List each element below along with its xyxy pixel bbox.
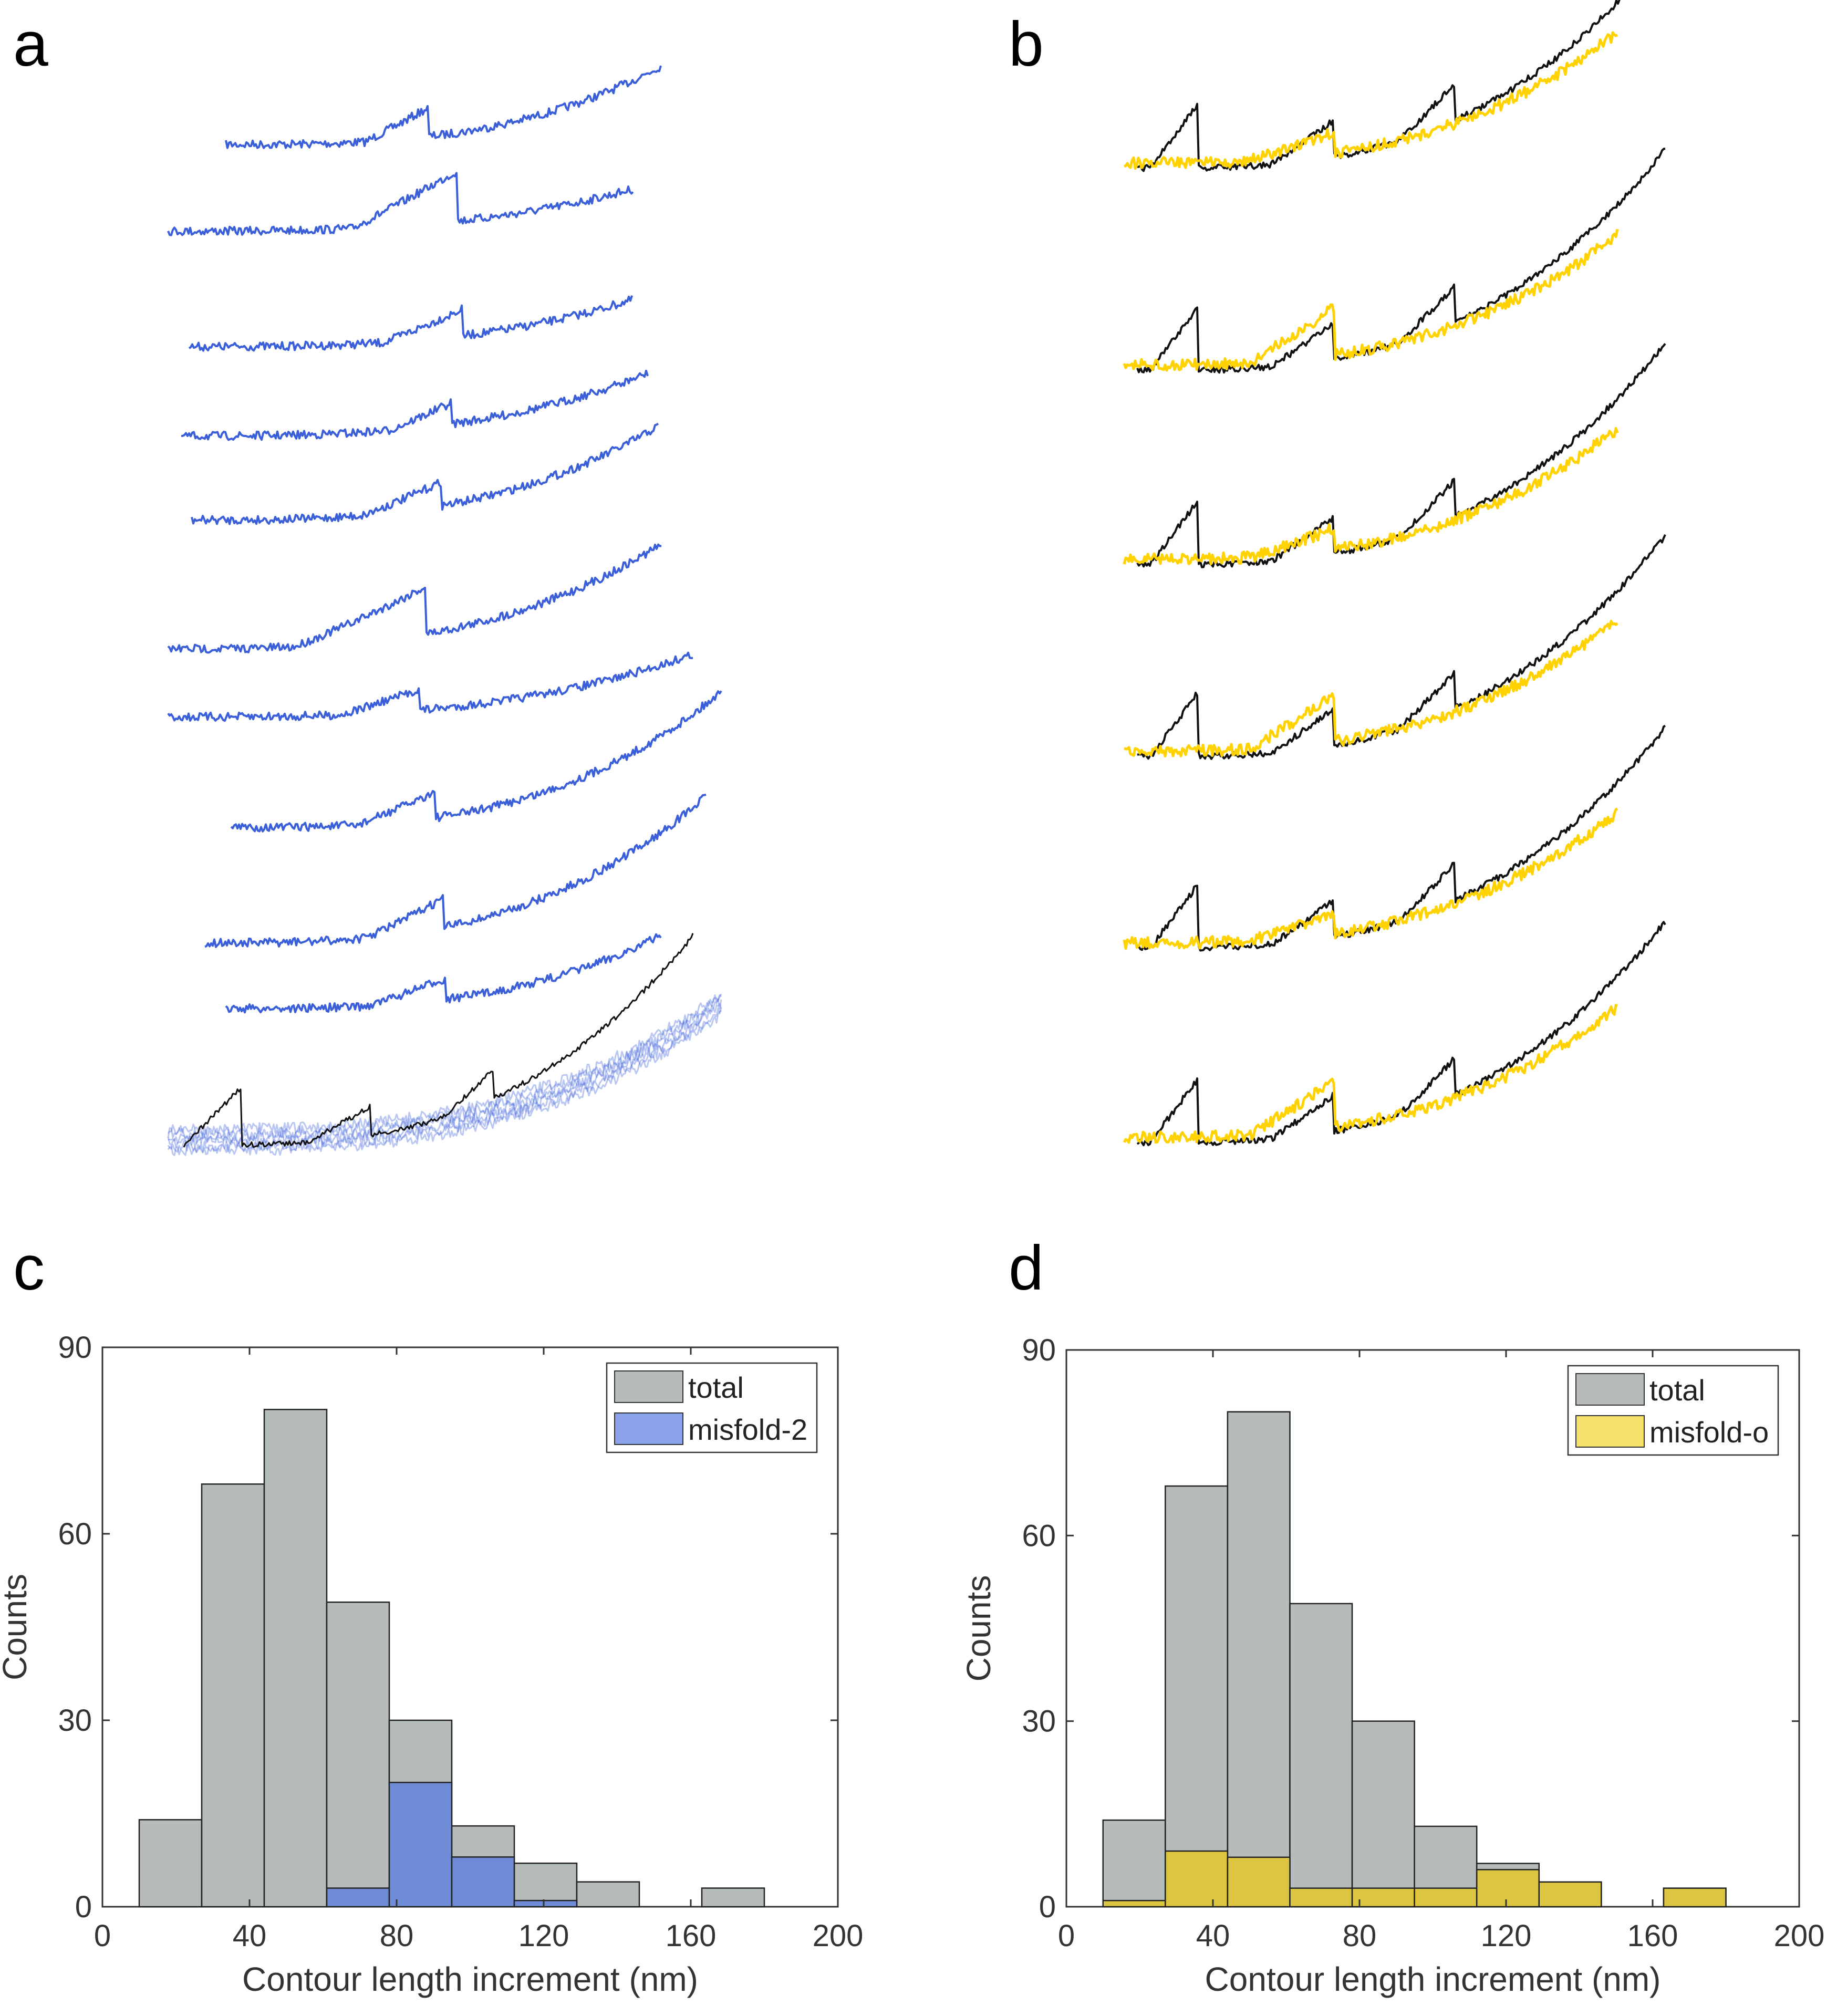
x-tick-label: 160: [1627, 1919, 1678, 1953]
legend-swatch-total: [1575, 1373, 1645, 1406]
blue-trace: [225, 933, 662, 1014]
legend-entry-total: total: [688, 1371, 744, 1404]
legend-swatch-misfold-o: [1575, 1415, 1645, 1448]
blue-trace: [181, 369, 649, 441]
legend: total misfold-o: [1567, 1365, 1779, 1456]
bar-misfold-o-95: [1414, 1887, 1478, 1908]
blue-trace: [191, 422, 659, 525]
x-tick-label: 160: [666, 1919, 717, 1953]
yellow-trace: [1123, 228, 1619, 372]
blue-trace: [167, 543, 661, 654]
bar-total-61: [1289, 1603, 1353, 1908]
yellow-trace: [1123, 1004, 1618, 1144]
bar-total-27: [201, 1483, 265, 1908]
black-trace: [183, 933, 694, 1148]
bar-total-163: [701, 1887, 765, 1908]
bar-total-78: [1351, 1720, 1415, 1908]
bar-misfold-o-27: [1165, 1850, 1229, 1908]
y-tick-label: 60: [1022, 1519, 1056, 1553]
bar-misfold-o-163: [1663, 1887, 1727, 1908]
y-axis-label: Counts: [960, 1575, 998, 1682]
blue-trace: [225, 65, 662, 149]
bar-total-61: [326, 1601, 390, 1908]
x-tick-label: 80: [1343, 1919, 1377, 1953]
blue-trace-overlay: [167, 1007, 722, 1153]
x-tick-label: 120: [1481, 1919, 1532, 1953]
blue-trace: [167, 651, 693, 722]
x-tick-label: 40: [1196, 1919, 1230, 1953]
yellow-trace: [1124, 31, 1618, 170]
bar-misfold-o-10: [1102, 1899, 1166, 1908]
bar-misfold-2-95: [451, 1856, 515, 1908]
y-tick-label: 0: [1039, 1890, 1056, 1924]
panel-a-traces: [167, 65, 722, 1156]
blue-trace: [188, 295, 633, 352]
x-tick-label: 120: [518, 1919, 569, 1953]
x-tick-label: 0: [94, 1919, 111, 1953]
black-trace: [1137, 0, 1621, 172]
x-axis-label: Contour length increment (nm): [1205, 1960, 1661, 1998]
blue-trace-overlay: [168, 998, 722, 1144]
y-tick-label: 60: [58, 1517, 92, 1551]
x-tick-label: 0: [1058, 1919, 1075, 1953]
panel-label-c: c: [13, 1233, 45, 1303]
yellow-trace: [1124, 620, 1618, 757]
blue-trace-overlay: [167, 1010, 722, 1156]
legend-entry-misfold-2: misfold-2: [688, 1413, 807, 1446]
legend-swatch-misfold-2: [614, 1412, 683, 1445]
bar-misfold-o-112: [1476, 1869, 1540, 1908]
bar-misfold-o-78: [1351, 1887, 1415, 1908]
panel-c-histogram: 0 40 80 120 160 200 0 30 60 90 Contour length inc…: [0, 1331, 863, 1998]
blue-trace-overlay: [167, 994, 722, 1136]
y-tick-label: 90: [1022, 1333, 1056, 1367]
legend-entry-misfold-o: misfold-o: [1649, 1416, 1769, 1449]
panel-b-traces: [1123, 0, 1666, 1147]
legend: total misfold-2: [606, 1362, 818, 1453]
x-tick-label: 200: [813, 1919, 864, 1953]
bar-total-44: [263, 1409, 328, 1908]
bar-total-10: [1102, 1819, 1166, 1908]
blue-trace: [204, 793, 707, 948]
bar-misfold-2-112: [513, 1899, 578, 1908]
legend-swatch-total: [614, 1370, 683, 1403]
bar-total-44: [1227, 1411, 1291, 1908]
blue-trace: [167, 172, 634, 236]
bar-misfold-2-78: [388, 1782, 453, 1908]
bar-misfold-o-129: [1538, 1881, 1602, 1908]
y-tick-label: 30: [58, 1703, 92, 1738]
x-tick-label: 80: [380, 1919, 414, 1953]
yellow-trace: [1123, 427, 1619, 566]
y-tick-label: 90: [58, 1331, 92, 1365]
x-tick-label: 200: [1774, 1919, 1825, 1953]
bar-misfold-o-61: [1289, 1887, 1353, 1908]
bar-total-10: [138, 1819, 203, 1908]
y-tick-label: 30: [1022, 1705, 1056, 1739]
y-tick-label: 0: [75, 1890, 92, 1924]
panel-label-a: a: [13, 9, 48, 79]
yellow-trace: [1123, 807, 1618, 950]
y-axis-label: Counts: [0, 1574, 34, 1680]
blue-trace-overlay: [167, 993, 722, 1140]
bar-total-129: [576, 1881, 640, 1908]
x-axis-label: Contour length increment (nm): [242, 1960, 698, 1998]
bar-misfold-2-61: [326, 1887, 390, 1908]
legend-entry-total: total: [1649, 1374, 1705, 1407]
panel-label-b: b: [1009, 9, 1044, 79]
x-tick-label: 40: [233, 1919, 267, 1953]
panel-label-d: d: [1009, 1233, 1044, 1303]
bar-misfold-o-44: [1227, 1856, 1291, 1908]
blue-trace: [230, 690, 722, 833]
bar-total-27: [1165, 1485, 1229, 1908]
panel-d-histogram: 0 40 80 120 160 200 0 30 60 90 Contour length inc…: [960, 1333, 1824, 1998]
